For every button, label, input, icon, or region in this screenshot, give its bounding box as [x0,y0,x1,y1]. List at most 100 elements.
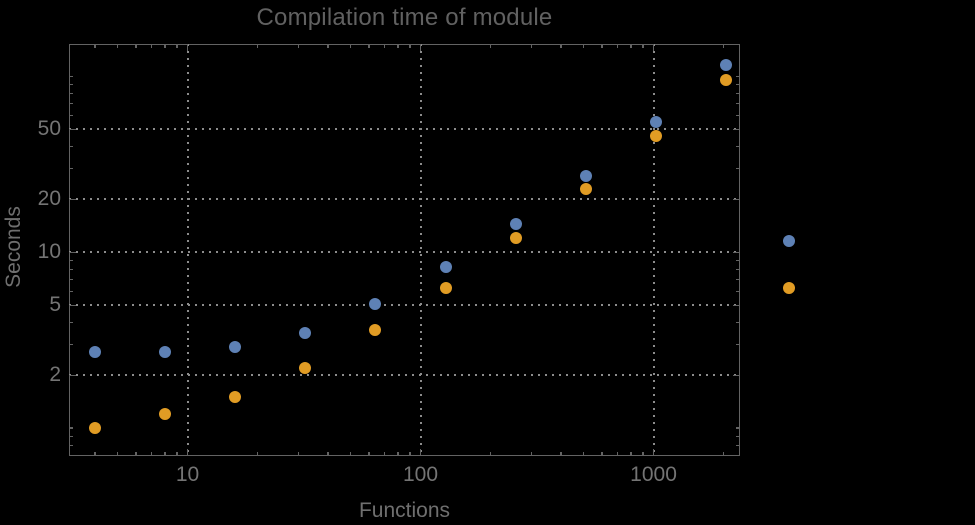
data-point-series-1-blue [439,260,452,273]
x-tick-mark [397,452,399,456]
y-tick-mark [69,321,73,324]
x-tick-mark-top [582,44,585,48]
y-tick-mark-right [733,374,740,377]
y-tick-mark-right [736,427,740,429]
x-tick-mark [722,452,725,456]
x-tick-mark [94,452,96,456]
data-point-series-2-orange [229,391,242,404]
x-tick-mark [176,452,178,456]
y-tick-mark [69,427,73,429]
y-tick-mark [69,343,73,346]
x-tick-mark-top [176,44,178,48]
x-tick-mark-top [642,44,644,48]
x-tick-mark [116,452,119,456]
y-tick-mark [69,268,73,271]
y-tick-mark-right [736,114,740,117]
x-tick-mark-top [383,44,386,48]
x-tick-mark-top [652,44,655,51]
x-tick-mark-top [116,44,119,48]
x-tick-mark [164,452,166,456]
legend-marker-1 [783,235,795,247]
gridline-horizontal-20 [69,198,740,201]
y-tick-mark [69,145,73,148]
data-point-series-1-blue [509,217,522,230]
y-tick-mark-right [736,290,740,293]
y-tick-mark-right [736,167,740,170]
y-tick-mark [69,102,73,105]
gridline-horizontal-50 [69,128,740,131]
y-tick-mark [69,83,73,86]
gridline-horizontal-5 [69,304,740,307]
y-tick-mark [69,435,73,437]
y-tick-mark-right [733,128,740,131]
x-tick-mark-top [489,44,492,48]
plot-frame [69,44,740,456]
y-tick-label-2: 2 [49,363,61,387]
data-point-series-1-blue [579,170,592,183]
y-tick-label-20: 20 [37,187,61,211]
y-tick-mark-right [736,444,740,446]
data-point-series-2-orange [649,129,662,142]
y-tick-mark-right [736,435,740,437]
y-tick-mark [69,75,73,78]
y-tick-mark-right [736,268,740,271]
x-tick-mark [186,449,189,456]
data-point-series-2-orange [439,281,452,294]
y-tick-mark [69,128,76,131]
x-tick-label-10: 10 [175,463,200,486]
data-point-series-2-orange [88,422,101,435]
data-point-series-1-blue [649,116,662,129]
x-tick-mark [616,452,619,456]
data-point-series-1-blue [158,346,171,359]
y-tick-mark [69,114,73,117]
x-tick-mark [349,452,352,456]
x-tick-mark-top [368,44,370,48]
y-tick-label-10: 10 [37,240,61,264]
data-point-series-2-orange [299,361,312,374]
gridline-vertical-1000 [652,44,655,456]
y-tick-mark-right [736,278,740,281]
y-tick-mark-right [733,251,740,254]
x-tick-mark-top [150,44,153,48]
y-tick-mark-right [736,83,740,86]
data-point-series-2-orange [369,324,382,337]
x-tick-mark-top [297,44,300,48]
x-tick-mark-top [630,44,632,48]
y-tick-mark [69,278,73,281]
x-tick-mark-top [397,44,399,48]
data-point-series-2-orange [158,408,171,421]
x-tick-mark-top [722,44,725,48]
x-tick-mark-top [530,44,533,48]
x-tick-mark-top [327,44,329,48]
gridline-horizontal-2 [69,374,740,377]
gridline-vertical-10 [186,44,189,456]
y-tick-mark-right [736,454,740,457]
x-tick-mark [368,452,370,456]
y-tick-mark-right [733,198,740,201]
x-tick-mark-top [164,44,166,48]
y-tick-mark-right [736,145,740,148]
data-point-series-1-blue [88,346,101,359]
y-tick-mark [69,167,73,170]
y-tick-mark-right [736,321,740,324]
y-tick-mark [69,454,73,457]
y-tick-label-5: 5 [49,293,61,317]
x-tick-mark [419,449,422,456]
x-tick-mark-top [186,44,189,51]
legend-marker-2 [783,282,795,294]
y-tick-mark [69,290,73,293]
x-tick-mark-top [601,44,603,48]
x-tick-mark [383,452,386,456]
data-point-series-2-orange [720,73,733,86]
data-point-series-1-blue [299,326,312,339]
y-tick-mark [69,251,76,254]
data-point-series-2-orange [509,232,522,245]
gridline-horizontal-10 [69,251,740,254]
x-tick-mark-top [409,44,411,48]
x-tick-label-100: 100 [402,463,439,486]
plot-area [69,44,740,457]
x-tick-mark [652,449,655,456]
y-tick-mark [69,444,73,446]
y-tick-mark-right [736,343,740,346]
